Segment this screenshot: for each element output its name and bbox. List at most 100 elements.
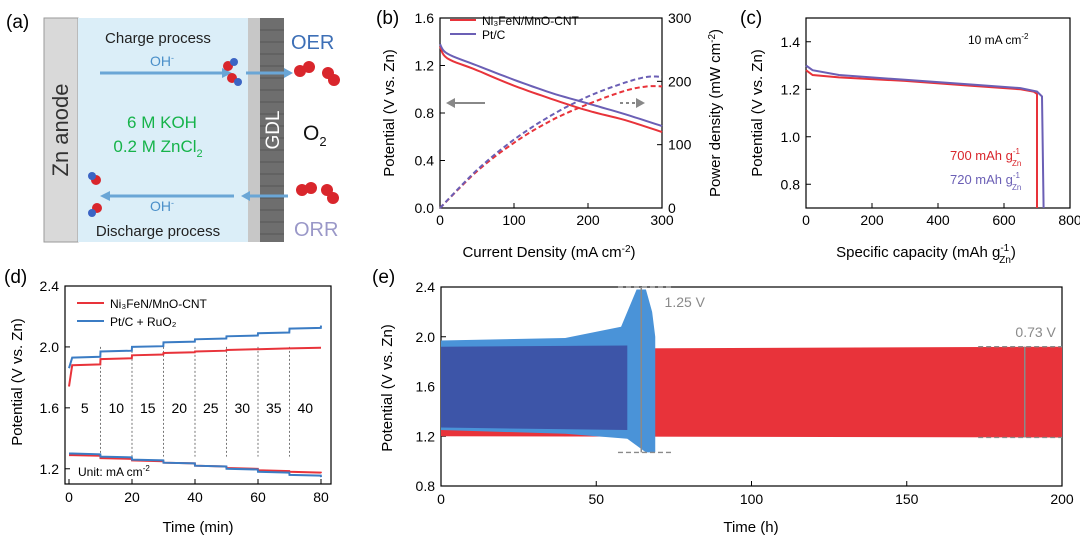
panel-e-xlabel: Time (h): [723, 519, 778, 536]
panel-b-ytick-label: 0.4: [415, 153, 435, 169]
oer-arrow-head: [284, 68, 293, 78]
panel-a: (a) Zn anode GDL Charge process Discharg…: [6, 12, 340, 243]
panel-c-ylabel: Potential (V vs. Zn): [749, 49, 766, 177]
electrolyte: [78, 18, 248, 242]
panel-e: (e) 0 50 100 150 200 0.8 1.2 1.6 2.0 2.4 1.25 V 0.…: [372, 267, 1074, 536]
panel-b-ytick-label: 1.2: [415, 58, 435, 74]
panel-b-xtick-label: 200: [576, 212, 600, 228]
orr-arrow-head: [241, 191, 250, 201]
panel-d-xtick-label: 60: [250, 489, 266, 505]
o2-molecules-bottom: [296, 182, 339, 204]
panel-d-xtick-label: 80: [313, 489, 329, 505]
panel-b-legend-1: Ni₃FeN/MnO-CNT: [482, 14, 580, 28]
panel-b-y2tick-label: 100: [668, 137, 692, 153]
o2-label: O2: [303, 122, 327, 149]
panel-b: (b) 0 100 200 3000.00.40.81.21.60100200300 …: [376, 8, 724, 261]
o2-molecules-top: [294, 61, 340, 86]
charge-arrow-head: [222, 68, 232, 78]
panel-d-label: (d): [4, 267, 27, 288]
panel-d-xlabel: Time (min): [162, 519, 233, 536]
panel-e-label: (e): [372, 267, 395, 288]
panel-d-ytick-label: 2.4: [40, 278, 60, 294]
panel-d-legend-2: Pt/C + RuO₂: [110, 315, 177, 329]
gdl-plate: [260, 18, 284, 242]
oer-label: OER: [291, 32, 334, 54]
panel-d-ticks: 0 20 40 60 80 1.2 1.6 2.0 2.4 5 10 15 20 25 30 35 40: [40, 278, 329, 505]
panel-b-ytick-label: 0.0: [415, 200, 435, 216]
panel-c-label: (c): [740, 8, 762, 29]
panel-e-series: 1.25 V 0.73 V: [441, 286, 1062, 454]
panel-e-band-blue-dark: [441, 345, 628, 431]
panel-d-step-label: 30: [234, 400, 250, 416]
panel-d-xtick-label: 40: [187, 489, 203, 505]
panel-e-xtick-label: 50: [588, 491, 604, 507]
panel-b-y2tick-label: 300: [668, 10, 692, 26]
panel-d-step-label: 35: [266, 400, 282, 416]
panel-e-ticks: 0 50 100 150 200 0.8 1.2 1.6 2.0 2.4: [416, 279, 1074, 507]
panel-c-series: [805, 64, 1045, 209]
panel-d-xtick-label: 20: [124, 489, 140, 505]
panel-b-ytick-label: 1.6: [415, 10, 435, 26]
panel-c: (c) 0 200 400 600 800 0.8 1.0 1.2 1.4 10 mA cm-2…: [740, 8, 1080, 266]
panel-d-ytick-label: 2.0: [40, 339, 60, 355]
panel-e-ytick-label: 1.2: [416, 428, 436, 444]
panel-c-xtick-label: 400: [926, 212, 950, 228]
panel-b-line-2: [439, 43, 663, 128]
zn-anode-plate: [43, 17, 79, 243]
panel-e-xtick-label: 100: [740, 491, 764, 507]
panel-e-xtick-label: 200: [1050, 491, 1074, 507]
panel-c-line-1: [805, 69, 1038, 208]
koh-label: 6 M KOH: [127, 113, 197, 132]
panel-e-xtick-label: 150: [895, 491, 919, 507]
panel-c-ticks: 0 200 400 600 800 0.8 1.0 1.2 1.4: [781, 34, 1080, 228]
panel-b-ticks: 0 100 200 300 0.0 0.4 0.8 1.2 1.6 0 100 200 300: [415, 10, 692, 228]
panel-c-xtick-label: 600: [992, 212, 1016, 228]
panel-c-xlabel: Specific capacity (mAh g-1 Zn): [836, 243, 1016, 266]
panel-d-step-label: 5: [81, 400, 89, 416]
gdl-dots: [248, 18, 260, 242]
panel-b-y2label: Power density (mW cm-2): [707, 29, 724, 197]
panel-d-ylabel: Potential (V vs. Zn): [9, 318, 26, 446]
zn-anode-label: Zn anode: [48, 84, 73, 177]
panel-d: (d) 0 20 40 60 80 1.2 1.6 2.0 2.4 5 10 15 20 25 30 35 40…: [4, 267, 332, 536]
panel-b-xtick-label: 300: [650, 212, 674, 228]
panel-b-right-axis-arrow-head: [636, 98, 645, 108]
panel-c-xtick-label: 0: [802, 212, 810, 228]
zncl-label: 0.2 M ZnCl2: [113, 137, 202, 160]
panel-b-y2tick-label: 0: [668, 200, 676, 216]
panel-b-line-4: [439, 75, 662, 209]
panel-b-legend-2: Pt/C: [482, 28, 506, 42]
panel-e-xtick-label: 0: [437, 491, 445, 507]
panel-b-xtick-label: 100: [502, 212, 526, 228]
panel-e-ylabel: Potential (V vs. Zn): [379, 324, 396, 452]
panel-b-ylabel: Potential (V vs. Zn): [381, 49, 398, 177]
panel-b-xtick-label: 0: [436, 212, 444, 228]
panel-d-axes-frame: [64, 285, 332, 485]
panel-a-label: (a): [6, 12, 29, 33]
discharge-process-label: Discharge process: [96, 223, 220, 240]
panel-b-series: [439, 43, 663, 209]
panel-d-line-4: [69, 452, 322, 478]
panel-c-ytick-label: 1.4: [781, 34, 801, 50]
panel-e-ytick-label: 0.8: [416, 478, 436, 494]
panel-c-current-annotation: 10 mA cm-2: [968, 32, 1029, 47]
panel-d-ytick-label: 1.6: [40, 400, 60, 416]
oh-bottom-label: OH-: [150, 198, 174, 214]
panel-c-capacity-label-2: 720 mAh g-1 Zn: [950, 171, 1021, 192]
gdl-stripes: [260, 29, 284, 235]
charge-process-label: Charge process: [105, 30, 211, 47]
panel-c-ytick-label: 0.8: [781, 176, 801, 192]
panel-d-line-2: [68, 325, 322, 369]
oh-top-label: OH-: [150, 53, 174, 69]
panel-d-series: [68, 325, 322, 478]
panel-b-axes-frame: [439, 17, 663, 209]
orr-label: ORR: [294, 219, 338, 241]
panel-d-legend-1: Ni₃FeN/MnO-CNT: [110, 297, 208, 311]
panel-e-ytick-label: 2.0: [416, 329, 436, 345]
panel-b-left-axis-arrow-head: [446, 98, 455, 108]
panel-d-line-1: [68, 346, 321, 387]
panel-c-line-2: [805, 64, 1045, 209]
panel-d-unit-label: Unit: mA cm-2: [78, 464, 150, 479]
panel-c-ytick-label: 1.2: [781, 81, 801, 97]
